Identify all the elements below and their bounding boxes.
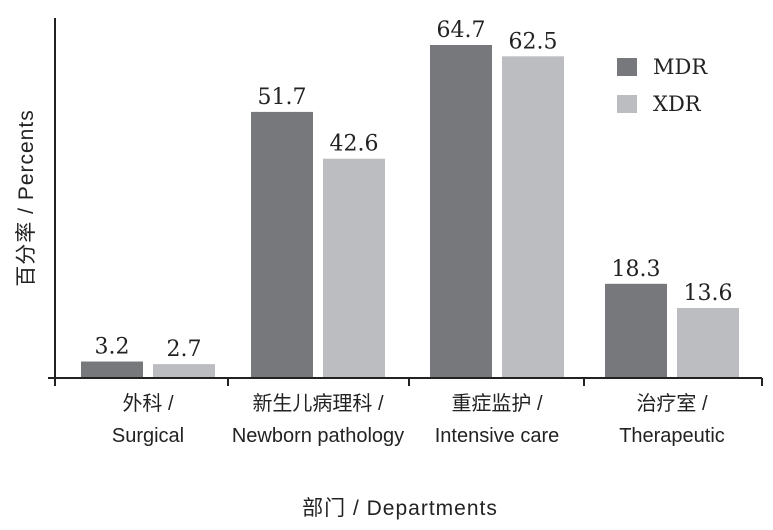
legend-label-xdr: XDR xyxy=(653,92,702,116)
bar-mdr-0 xyxy=(81,361,143,378)
x-tick-label-1-line-0: 新生儿病理科 / xyxy=(252,392,384,415)
value-label-mdr-1: 51.7 xyxy=(258,85,307,110)
bar-mdr-2 xyxy=(430,45,492,378)
bar-mdr-3 xyxy=(605,283,667,378)
x-tick-label-3-line-0: 治疗室 / xyxy=(636,392,708,415)
bar-xdr-1 xyxy=(323,158,385,378)
x-tick-label-2-line-0: 重症监护 / xyxy=(451,392,543,415)
value-label-mdr-3: 18.3 xyxy=(612,257,661,282)
x-tick-label-2-line-1: Intensive care xyxy=(435,425,560,447)
bars-group xyxy=(81,45,739,378)
legend: MDR XDR xyxy=(617,55,708,116)
tick-labels-group: 外科 / Surgical 新生儿病理科 / Newborn pathology 重症监… xyxy=(112,392,725,447)
x-tick-label-0-line-0: 外科 / xyxy=(122,392,174,415)
value-labels-group: 3.2 2.7 51.7 42.6 64.7 62.5 18.3 13.6 xyxy=(95,18,733,362)
x-tick-label-1-line-1: Newborn pathology xyxy=(232,425,404,447)
x-axis-title: 部门 / Departments xyxy=(302,497,498,520)
bar-xdr-3 xyxy=(677,308,739,378)
value-label-xdr-2: 62.5 xyxy=(509,29,558,54)
bar-xdr-2 xyxy=(502,56,564,378)
bar-mdr-1 xyxy=(251,111,313,378)
value-label-mdr-0: 3.2 xyxy=(95,335,130,360)
ticks-group xyxy=(54,378,763,386)
legend-swatch-xdr xyxy=(617,95,637,113)
value-label-xdr-1: 42.6 xyxy=(330,132,379,157)
axes-group xyxy=(48,18,762,379)
x-tick-label-3-line-1: Therapeutic xyxy=(619,425,725,447)
value-label-xdr-0: 2.7 xyxy=(167,337,202,362)
bar-xdr-0 xyxy=(153,364,215,378)
x-tick-label-0-line-1: Surgical xyxy=(112,425,184,447)
legend-label-mdr: MDR xyxy=(653,55,708,79)
legend-swatch-mdr xyxy=(617,58,637,76)
value-label-xdr-3: 13.6 xyxy=(684,281,733,306)
value-label-mdr-2: 64.7 xyxy=(437,18,486,43)
y-axis-title: 百分率 / Percents xyxy=(15,109,38,286)
